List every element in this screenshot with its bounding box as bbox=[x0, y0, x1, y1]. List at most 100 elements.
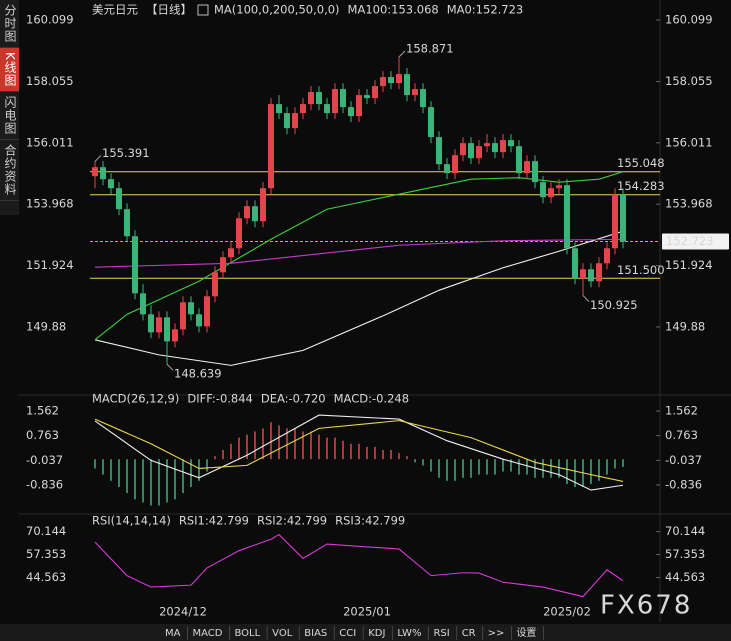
y-tick-label: 153.968 bbox=[26, 197, 74, 211]
y-tick-label: 149.88 bbox=[26, 319, 66, 333]
y-tick-label: -0.836 bbox=[26, 478, 63, 492]
legend-entry: RSI3:42.799 bbox=[335, 514, 405, 528]
sidebar-tab[interactable]: K线图 bbox=[0, 48, 19, 92]
toolbar-button[interactable]: CR bbox=[462, 628, 476, 639]
candle-body bbox=[404, 74, 410, 96]
candle-body bbox=[212, 272, 218, 297]
legend-entry: 美元日元 bbox=[92, 3, 138, 17]
candle-body bbox=[484, 143, 490, 147]
y-tick-label: 44.563 bbox=[26, 570, 66, 584]
candle-body bbox=[140, 293, 146, 315]
legend-entry: MACD:-0.248 bbox=[334, 392, 409, 406]
candle-body bbox=[428, 107, 434, 138]
sidebar-tab[interactable]: 合约资料 bbox=[0, 140, 19, 201]
toolbar-button[interactable]: >> bbox=[488, 628, 505, 639]
candle-body bbox=[220, 257, 226, 273]
annotation-pointer bbox=[166, 363, 174, 371]
candle-body bbox=[548, 188, 554, 198]
candle-body bbox=[372, 86, 378, 99]
y-tick-label: 153.968 bbox=[665, 197, 713, 211]
candle-body bbox=[292, 113, 298, 129]
x-tick-label: 2024/12 bbox=[159, 605, 207, 619]
y-tick-label: 160.099 bbox=[26, 13, 74, 27]
candle-body bbox=[308, 92, 314, 105]
candle-body bbox=[444, 164, 450, 174]
indicator-line bbox=[94, 418, 624, 482]
candle-body bbox=[204, 296, 210, 327]
y-tick-label: 57.353 bbox=[665, 547, 705, 561]
y-tick-label: 0.763 bbox=[665, 428, 698, 442]
sidebar-tab[interactable]: 闪电图 bbox=[0, 92, 19, 140]
candle-body bbox=[420, 89, 426, 108]
indicator-line bbox=[94, 230, 624, 366]
candle-body bbox=[108, 179, 114, 189]
candle-body bbox=[332, 89, 338, 114]
candle-body bbox=[380, 77, 386, 87]
y-tick-label: -0.037 bbox=[665, 453, 702, 467]
candle-body bbox=[508, 140, 514, 147]
y-tick-label: 0.763 bbox=[26, 428, 59, 442]
annotation-label: 150.925 bbox=[590, 298, 638, 312]
y-tick-label: -0.836 bbox=[665, 478, 702, 492]
candle-body bbox=[116, 188, 122, 210]
toolbar-button[interactable]: BOLL bbox=[234, 628, 260, 639]
y-tick-label: 1.562 bbox=[665, 404, 698, 418]
toolbar-button[interactable]: BIAS bbox=[304, 628, 327, 639]
level-label: 155.048 bbox=[617, 156, 665, 170]
candle-body bbox=[300, 104, 306, 114]
candle-body bbox=[100, 167, 106, 180]
level-label: 151.500 bbox=[617, 263, 665, 277]
y-tick-label: 149.88 bbox=[665, 319, 705, 333]
candle-body bbox=[260, 188, 266, 222]
toolbar-button[interactable]: CCI bbox=[339, 628, 356, 639]
candle-body bbox=[620, 194, 626, 242]
candle-body bbox=[228, 248, 234, 258]
legend-entry: DIFF:-0.844 bbox=[187, 392, 253, 406]
candle-body bbox=[124, 209, 130, 237]
y-tick-label: 44.563 bbox=[665, 570, 705, 584]
candle-body bbox=[148, 314, 154, 333]
candle-body bbox=[612, 194, 618, 249]
candle-body bbox=[604, 248, 610, 264]
toolbar-button[interactable]: VOL bbox=[272, 628, 293, 639]
candle-body bbox=[156, 317, 162, 333]
legend-entry: MA100:153.068 bbox=[348, 3, 439, 17]
current-price-box bbox=[662, 233, 729, 250]
y-tick-label: 158.055 bbox=[665, 74, 713, 88]
candle-body bbox=[532, 161, 538, 183]
toolbar bbox=[0, 624, 731, 641]
candle-body bbox=[476, 146, 482, 159]
toolbar-button[interactable]: LW% bbox=[397, 628, 421, 639]
toolbar-button[interactable]: MA bbox=[165, 628, 181, 639]
annotation-pointer bbox=[94, 155, 102, 162]
legend-entry: MACD(26,12,9) bbox=[92, 392, 179, 406]
candle-body bbox=[284, 113, 290, 129]
candle-body bbox=[396, 74, 402, 84]
candle-body bbox=[524, 161, 530, 174]
toolbar-button[interactable]: RSI bbox=[433, 628, 449, 639]
watermark: FX678 bbox=[600, 591, 692, 621]
y-tick-label: 156.011 bbox=[665, 135, 713, 149]
toolbar-button[interactable]: 设置 bbox=[516, 627, 536, 639]
candle-body bbox=[388, 77, 394, 84]
candle-body bbox=[356, 95, 362, 117]
legend-entry: MA(100,0,200,50,0,0) bbox=[214, 3, 340, 17]
toolbar-button[interactable]: MACD bbox=[192, 628, 222, 639]
toolbar-button[interactable]: KDJ bbox=[368, 628, 385, 639]
candle-body bbox=[460, 143, 466, 156]
y-tick-label: 70.144 bbox=[665, 524, 705, 538]
sidebar-tab[interactable]: 分时图 bbox=[0, 0, 19, 48]
sidebar: 分时图 K线图 闪电图 合约资料 bbox=[0, 0, 19, 215]
candle-body bbox=[516, 146, 522, 174]
candle-body bbox=[580, 269, 586, 279]
candle-body bbox=[92, 167, 98, 177]
candle-body bbox=[276, 104, 282, 114]
candle-body bbox=[316, 92, 322, 105]
annotation-label: 158.871 bbox=[406, 41, 454, 55]
annotation-pointer bbox=[582, 295, 590, 302]
candle-body bbox=[348, 107, 354, 117]
candle-body bbox=[172, 329, 178, 342]
legend-icon bbox=[197, 4, 209, 16]
candle-body bbox=[196, 314, 202, 327]
candle-body bbox=[324, 104, 330, 114]
